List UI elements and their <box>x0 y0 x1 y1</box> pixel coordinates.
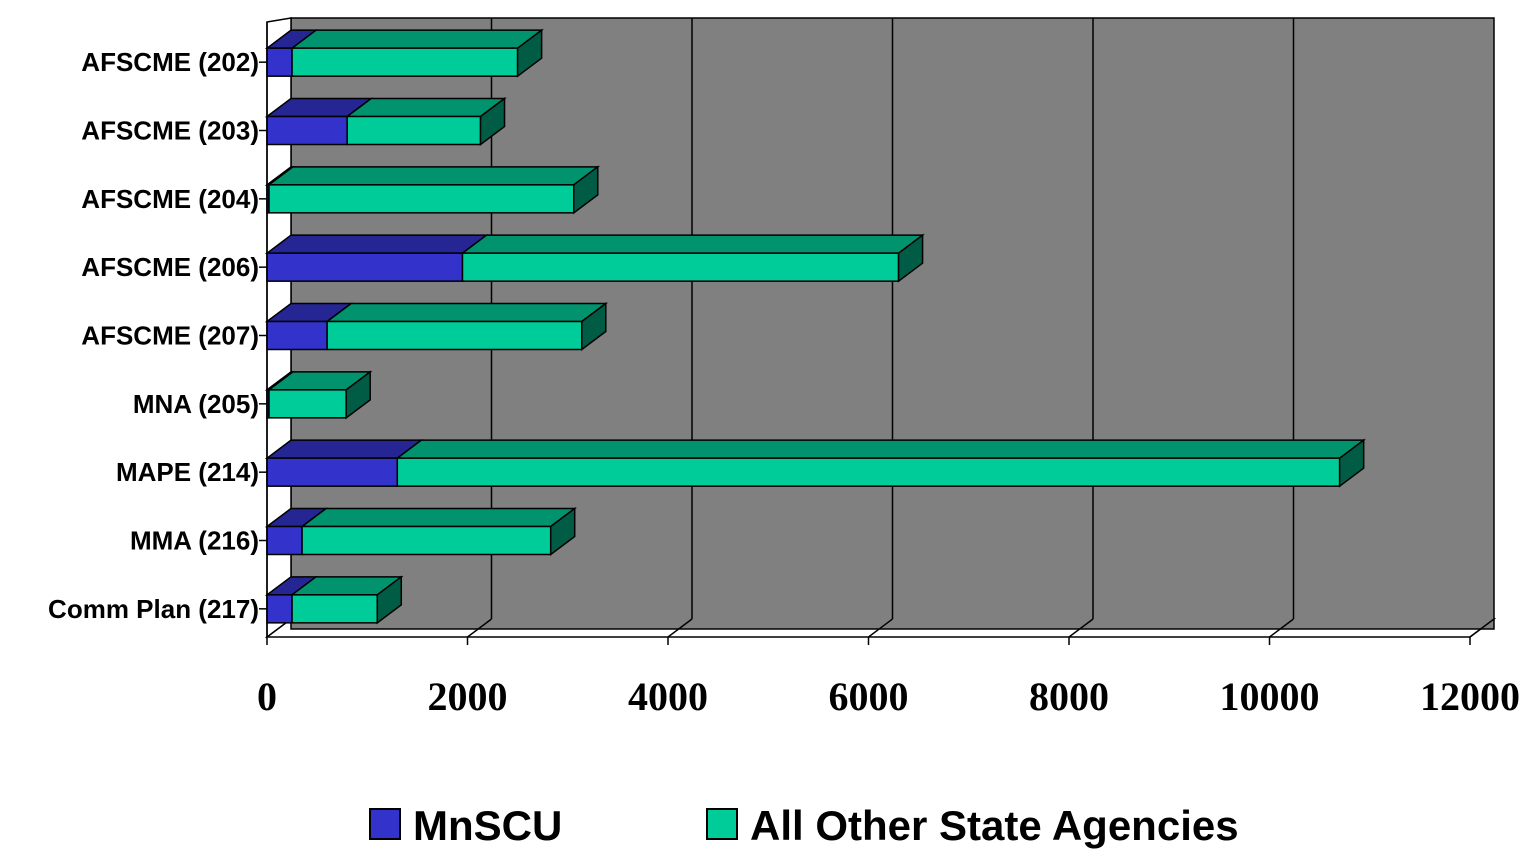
x-tick-label: 2000 <box>428 674 508 719</box>
bar-group <box>264 575 404 625</box>
bar-segment <box>395 438 1366 488</box>
bar-side-face <box>897 233 924 283</box>
bar-front-face <box>266 252 464 282</box>
bar-front-face <box>461 252 900 282</box>
bar-front-face <box>266 115 348 146</box>
bar-front-face <box>396 457 1341 487</box>
bar-side-face <box>549 507 576 556</box>
bar-side-face <box>376 575 403 625</box>
bar-front-face <box>268 184 575 214</box>
x-tick-label: 6000 <box>829 674 909 719</box>
x-tick-label: 8000 <box>1029 674 1109 719</box>
bar-group <box>264 507 577 556</box>
x-tick-label: 4000 <box>628 674 708 719</box>
bar-top-face <box>299 507 577 528</box>
gridline-floor <box>1269 618 1294 638</box>
bar-segment <box>264 302 354 351</box>
gridline-floor <box>868 618 893 638</box>
bar-front-face <box>266 457 399 487</box>
bar-top-face <box>395 439 1366 459</box>
bar-segment <box>344 97 507 146</box>
category-label: MMA (216) <box>130 526 259 556</box>
category-label: AFSCME (203) <box>81 116 259 146</box>
category-label: AFSCME (202) <box>81 47 259 77</box>
bar-segment <box>460 233 925 283</box>
x-tick-label: 10000 <box>1220 674 1320 719</box>
gridline-floor <box>1068 618 1094 638</box>
gridline-floor <box>467 618 492 638</box>
category-labels: AFSCME (202) AFSCME (203) AFSCME (204) AFSC… <box>48 22 268 637</box>
bar-group <box>264 438 1366 488</box>
bar-front-face <box>346 115 482 146</box>
bar-group <box>264 302 609 351</box>
bar-segment <box>289 575 404 625</box>
bar-segment <box>324 302 609 351</box>
bar-segment <box>264 97 374 146</box>
bar-front-face <box>266 525 303 556</box>
gridline-floor <box>1469 618 1495 638</box>
bar-segment <box>299 507 577 556</box>
bar-segment <box>266 370 373 420</box>
bar-front-face <box>301 525 552 556</box>
bar-top-face <box>344 97 507 118</box>
category-label: AFSCME (206) <box>81 252 259 282</box>
category-label: MAPE (214) <box>116 457 259 487</box>
legend-label: MnSCU <box>413 802 562 849</box>
category-label: AFSCME (207) <box>81 321 259 351</box>
category-label: MNA (205) <box>133 389 259 419</box>
bar-front-face <box>266 47 293 77</box>
bar-side-face <box>345 370 371 420</box>
bar-front-face <box>291 594 379 624</box>
bar-front-face <box>268 389 347 419</box>
bar-top-face <box>264 439 424 459</box>
bar-top-face <box>264 234 489 254</box>
bars <box>264 28 1366 625</box>
x-axis-ticks: 0 2000 4000 6000 8000 10000 12000 <box>257 637 1520 719</box>
bar-side-face <box>479 97 506 146</box>
legend-swatch <box>706 808 738 840</box>
bar-front-face <box>291 47 519 77</box>
bar-top-face <box>266 166 601 186</box>
gridline-floor <box>667 618 693 638</box>
x-tick-label: 12000 <box>1420 674 1520 719</box>
bar-top-face <box>460 234 925 254</box>
bar-side-face <box>1338 438 1365 488</box>
bar-group <box>264 165 601 215</box>
bar-group <box>264 97 507 146</box>
bar-segment <box>289 28 544 78</box>
bar-segment <box>264 234 489 282</box>
legend-label: All Other State Agencies <box>750 802 1239 849</box>
legend-swatch <box>369 808 401 840</box>
legend-item: All Other State Agencies <box>706 802 1239 849</box>
bar-front-face <box>326 320 583 351</box>
category-label: AFSCME (204) <box>81 184 259 214</box>
x-tick-label: 0 <box>257 674 277 719</box>
bar-front-face <box>266 320 328 351</box>
bar-side-face <box>516 28 543 78</box>
bar-top-face <box>289 29 544 49</box>
bar-front-face <box>266 594 293 624</box>
legend: MnSCU All Other State Agencies <box>369 802 1239 849</box>
bar-segment <box>266 165 601 215</box>
bar-group <box>264 370 373 420</box>
bar-top-face <box>324 302 609 323</box>
bar-group <box>264 28 544 78</box>
bar-group <box>264 233 925 283</box>
bar-segment <box>264 439 424 487</box>
legend-item: MnSCU <box>369 802 562 849</box>
bar-side-face <box>573 165 599 215</box>
bar-side-face <box>581 302 607 351</box>
category-label: Comm Plan (217) <box>48 594 259 624</box>
